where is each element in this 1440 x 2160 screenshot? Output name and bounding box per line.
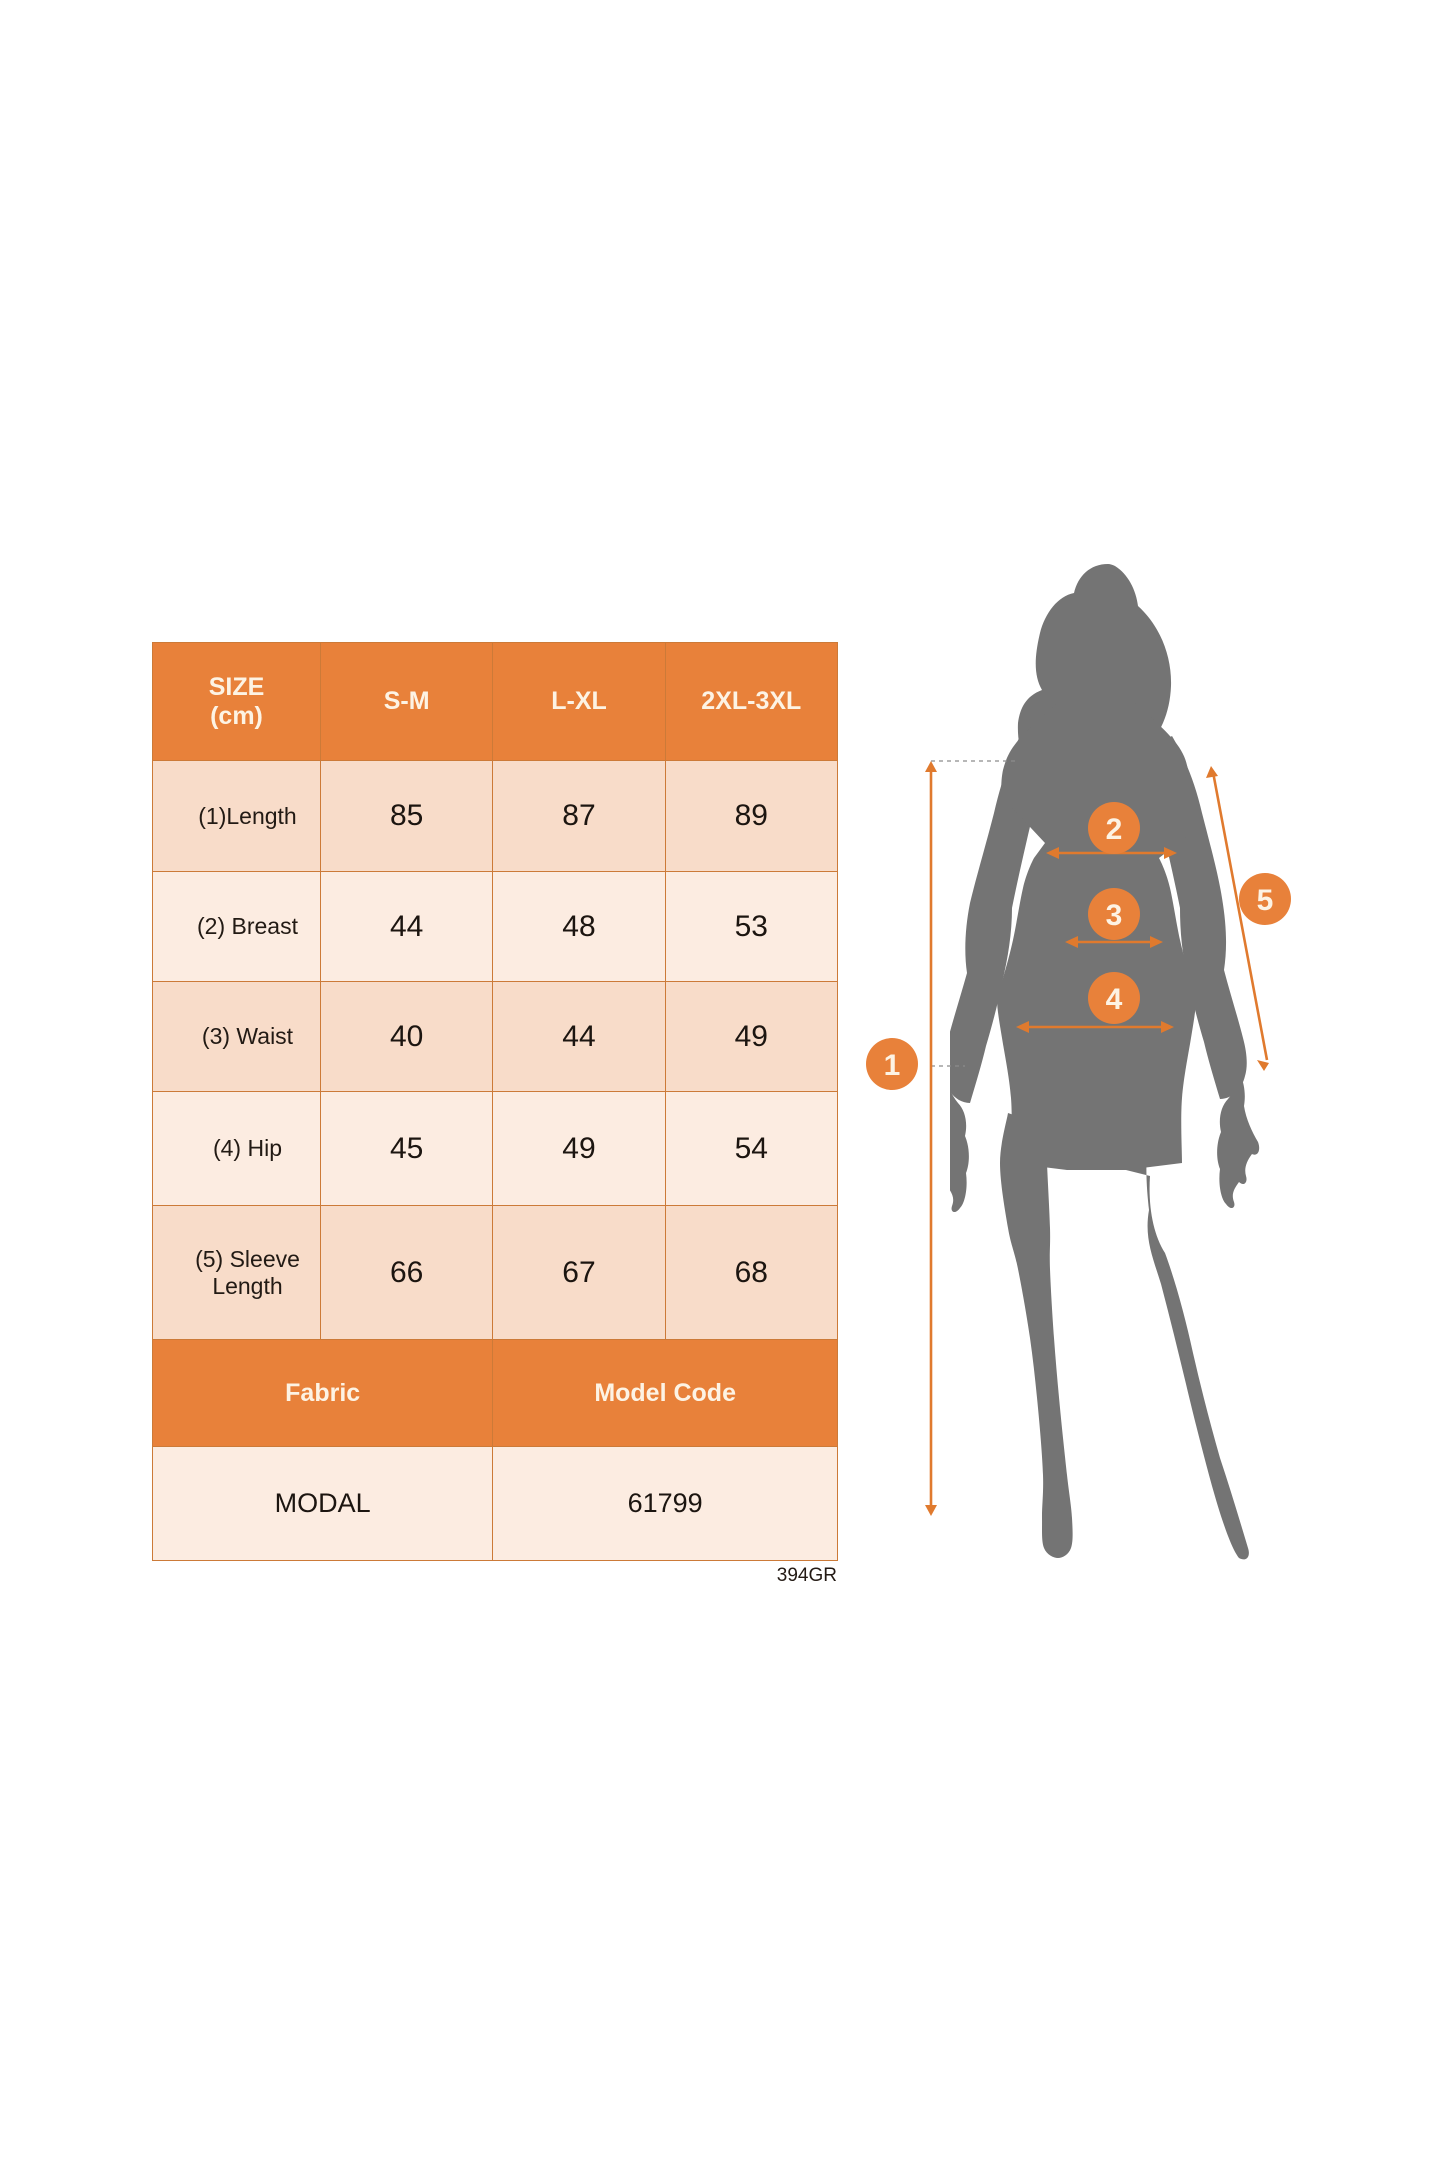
svg-text:3: 3 xyxy=(1106,899,1123,932)
svg-text:2: 2 xyxy=(1106,813,1123,846)
svg-text:4: 4 xyxy=(1106,983,1123,1016)
svg-text:1: 1 xyxy=(884,1049,901,1082)
svg-text:5: 5 xyxy=(1257,884,1274,917)
